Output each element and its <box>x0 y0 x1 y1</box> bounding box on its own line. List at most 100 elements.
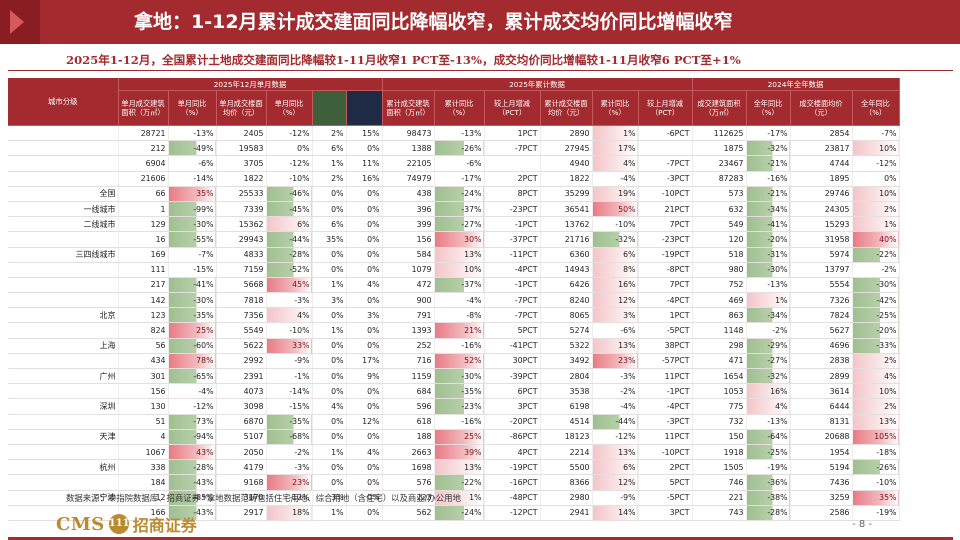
table-cell: -25% <box>852 307 900 324</box>
table-cell: 21606 <box>118 171 169 187</box>
table-cell: -2% <box>266 444 313 461</box>
table-cell: -12% <box>266 125 313 142</box>
table-cell: 596 <box>382 398 435 415</box>
table-cell: 8131 <box>790 414 853 430</box>
table-cell: 0% <box>312 262 347 278</box>
table-cell: 6870 <box>216 414 267 430</box>
table-cell: -4% <box>592 171 639 187</box>
table-cell: 0% <box>346 201 383 218</box>
table-cell: -30% <box>168 216 217 233</box>
city-label: 杭州 <box>8 459 119 476</box>
table-cell: 20688 <box>790 429 853 445</box>
table-cell: 5549 <box>216 322 267 339</box>
table-cell: -2% <box>852 262 900 278</box>
table-cell: 13% <box>592 338 639 354</box>
table-cell: 791 <box>382 307 435 324</box>
header-city-tier: 城市分级 <box>8 78 119 126</box>
table-cell: 716 <box>382 353 435 370</box>
table-cell: -14% <box>168 171 217 187</box>
table-cell: 0% <box>346 140 383 157</box>
table-cell: 142 <box>118 292 169 309</box>
table-cell: 11PCT <box>638 368 693 385</box>
table-row: 深圳 130 -12% 3098 -15% 4% 0% 596 -23% 3PCT 6198 -4% -… <box>8 398 900 415</box>
table-cell: 980 <box>692 262 747 278</box>
table-cell: 12% <box>592 292 639 309</box>
table-cell: -1% <box>266 368 313 385</box>
table-cell: -23PCT <box>484 201 541 218</box>
table-cell: 105% <box>852 429 900 445</box>
city-label: 全国 <box>8 185 119 202</box>
table-cell: 6% <box>592 247 639 263</box>
table-row: 184 -43% 9168 23% 0% 0% 576 -22% -16PCT 8366 12% 5P… <box>8 474 900 491</box>
table-cell: -3% <box>266 292 313 309</box>
table-cell: 0% <box>346 322 383 339</box>
table-cell: 1654 <box>692 368 747 385</box>
table-cell: 3170 <box>216 490 267 506</box>
table-cell: -10% <box>592 216 639 233</box>
table-cell: -35% <box>434 383 485 400</box>
city-label: 上海 <box>8 338 119 354</box>
city-label <box>8 353 119 370</box>
table-cell: -29% <box>746 338 791 354</box>
table-cell: 632 <box>692 201 747 218</box>
city-label <box>8 322 119 339</box>
table-cell: -37PCT <box>484 231 541 248</box>
table-cell: -44% <box>592 414 639 430</box>
table-cell: -12% <box>852 155 900 172</box>
city-label: 广州 <box>8 368 119 385</box>
table-cell: 4PCT <box>484 444 541 461</box>
table-cell: 732 <box>692 414 747 430</box>
table-cell: 10% <box>852 383 900 400</box>
table-cell: -65% <box>168 368 217 385</box>
table-cell: -23PCT <box>638 231 693 248</box>
table-cell: 129 <box>118 216 169 233</box>
table-cell: -46% <box>266 185 313 202</box>
table-cell: 2% <box>852 353 900 370</box>
table-cell: -28% <box>746 505 791 521</box>
table-cell: -19% <box>852 505 900 521</box>
city-label <box>8 140 119 157</box>
table-cell: 1% <box>312 444 347 461</box>
table-cell: -12% <box>266 490 313 506</box>
table-cell: -36% <box>746 474 791 491</box>
table-cell: 112625 <box>692 125 747 142</box>
data-source-note: 数据来源：中指院数据库、招商证券 *拿地数据范畴包括住宅用地、综合用地（含住宅）… <box>66 493 461 503</box>
table-row: 824 25% 5549 -10% 1% 0% 1393 21% 5PCT 5274 -6% -5PC… <box>8 322 900 339</box>
table-cell: 21PCT <box>638 201 693 218</box>
table-cell: 10% <box>434 262 485 278</box>
table-cell: -7PCT <box>484 140 541 157</box>
table-cell: 1% <box>434 490 485 506</box>
table-cell: -30% <box>852 277 900 294</box>
table-cell: -28% <box>168 459 217 476</box>
table-cell: -25% <box>746 444 791 461</box>
table-cell: 7PCT <box>638 216 693 233</box>
table-row: 21606 -14% 1822 -10% 2% 16% 74979 -17% 2PCT 1822-… <box>8 171 900 187</box>
table-cell: 3614 <box>790 383 853 400</box>
table-cell: -3PCT <box>638 414 693 430</box>
table-cell: 0% <box>346 216 383 233</box>
table-row: 212 -49% 19583 0% 6% 0% 1388 -26% -7PCT 27945 17% 1… <box>8 140 900 157</box>
table-cell: 2PCT <box>484 171 541 187</box>
table-cell: 43% <box>168 444 217 461</box>
table-cell: 4% <box>346 444 383 461</box>
table-cell: 14% <box>592 505 639 521</box>
table-cell: 10% <box>852 140 900 157</box>
table-cell: 18% <box>266 505 313 521</box>
col-header-2: 单月成交楼面均价（元） <box>216 90 267 126</box>
table-cell: -31% <box>746 247 791 263</box>
table-cell: 19% <box>592 185 639 202</box>
col-header-5 <box>346 90 383 126</box>
table-cell: 4% <box>852 368 900 385</box>
table-row: 16 -55% 29943 -44% 35% 0% 156 30% -37PCT 21716 -32… <box>8 231 900 248</box>
table-cell: -16PCT <box>484 474 541 491</box>
table-cell: 13% <box>434 247 485 263</box>
table-cell: 0% <box>346 490 383 506</box>
table-cell: 13% <box>852 414 900 430</box>
table-cell: -42% <box>852 292 900 309</box>
table-cell: 150 <box>692 429 747 445</box>
table-cell: -4PCT <box>484 262 541 278</box>
table-cell: 5107 <box>216 429 267 445</box>
table-cell: 775 <box>692 398 747 415</box>
table-cell: -4% <box>434 292 485 309</box>
table-cell: 3492 <box>540 353 593 370</box>
